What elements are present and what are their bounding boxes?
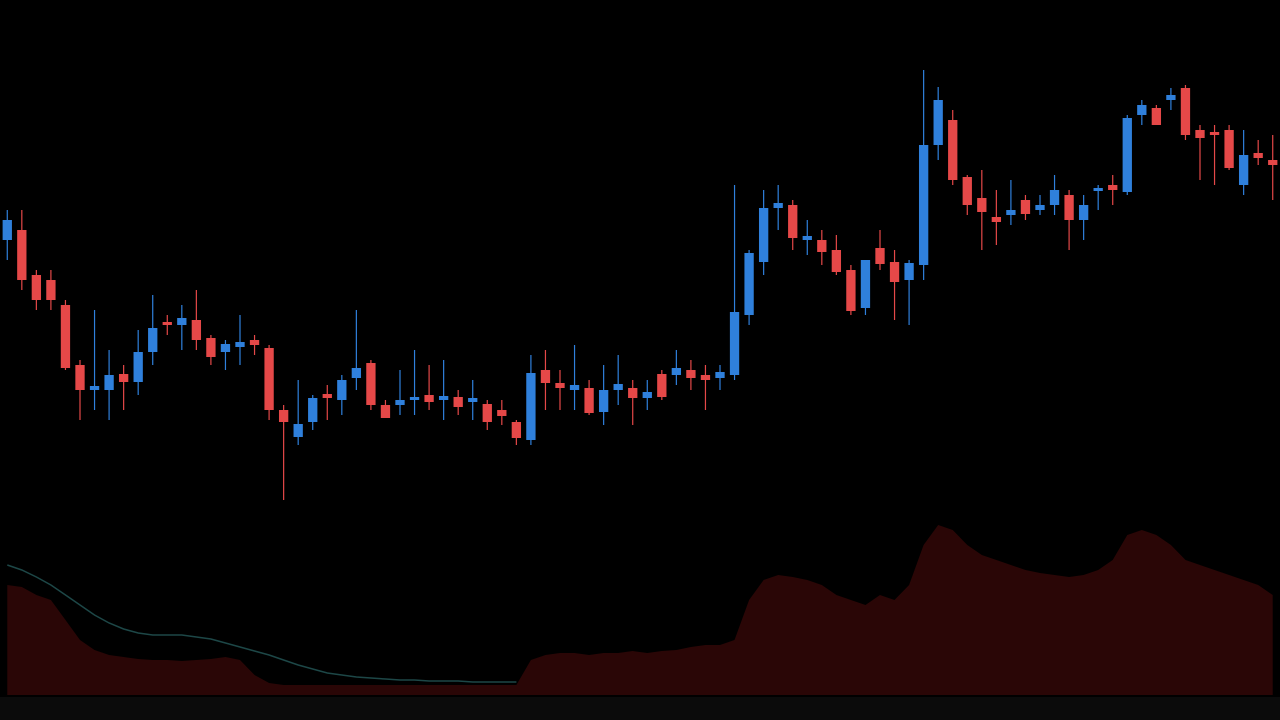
candle-body: [613, 384, 623, 390]
candle-body: [1108, 185, 1118, 190]
candle-body: [220, 344, 231, 352]
candle-body: [1268, 160, 1278, 165]
candle-body: [1195, 130, 1205, 138]
candle-body: [977, 198, 987, 212]
candle-body: [1078, 205, 1089, 220]
candle-body: [584, 388, 594, 413]
candle-body: [2, 220, 12, 240]
candle-body: [1006, 210, 1016, 215]
candle-body: [657, 374, 667, 397]
candle-body: [1253, 153, 1263, 158]
candle-body: [788, 205, 798, 238]
candle-body: [642, 392, 652, 398]
candle-body: [715, 372, 725, 378]
candle-body: [89, 386, 100, 390]
candle-body: [889, 262, 900, 282]
candle-body: [773, 203, 783, 208]
candle-body: [366, 363, 376, 405]
candle-body: [438, 396, 449, 400]
candle-body: [1064, 195, 1074, 220]
candle-body: [337, 380, 347, 400]
candle-body: [744, 253, 754, 315]
candle-body: [918, 145, 929, 265]
candle-body: [555, 383, 565, 388]
candle-body: [802, 236, 812, 240]
candle-body: [628, 388, 638, 398]
candle-body: [511, 422, 522, 438]
candle-body: [162, 322, 172, 325]
candle-body: [1137, 105, 1147, 115]
candle-body: [497, 410, 507, 416]
candle-body: [1224, 130, 1234, 168]
candle-body: [1166, 95, 1176, 100]
candle-body: [308, 398, 318, 422]
candle-body: [133, 352, 143, 382]
candle-body: [31, 275, 42, 300]
candle-body: [60, 305, 71, 368]
candle-body: [118, 374, 129, 382]
candle-body: [264, 348, 274, 410]
candle-body: [293, 424, 303, 437]
candle-body: [991, 217, 1002, 222]
candle-body: [395, 400, 405, 405]
candle-body: [1093, 188, 1103, 191]
candle-body: [235, 342, 245, 347]
candle-body: [686, 370, 696, 378]
candle-body: [75, 365, 85, 390]
candle-body: [249, 340, 260, 345]
candle-body: [468, 398, 478, 402]
candle-body: [831, 250, 842, 272]
candle-body: [904, 263, 914, 280]
candle-body: [875, 248, 885, 264]
candle-body: [671, 368, 682, 375]
volume-area: [7, 525, 1273, 695]
candle-body: [409, 397, 420, 400]
candle-body: [1020, 200, 1031, 214]
candle-body: [1151, 108, 1162, 125]
candle-body: [700, 375, 711, 380]
candle-body: [177, 318, 187, 325]
candle-body: [860, 260, 871, 308]
candle-body: [569, 385, 580, 390]
candle-body: [526, 373, 536, 440]
candle-body: [351, 368, 362, 378]
bottom-strip: [0, 697, 1280, 720]
candle-body: [962, 177, 972, 205]
candle-body: [46, 280, 56, 300]
candle-body: [1035, 205, 1045, 210]
candle-body: [1049, 190, 1060, 205]
candle-body: [846, 270, 856, 311]
candle-body: [598, 390, 609, 412]
candle-body: [1122, 118, 1132, 192]
candle-body: [1238, 155, 1249, 185]
candle-body: [424, 395, 434, 402]
candle-body: [278, 410, 289, 422]
candle-body: [17, 230, 27, 280]
candle-body: [322, 394, 332, 398]
candle-body: [817, 240, 827, 252]
candle-body: [482, 404, 492, 422]
volume-ma-line: [7, 564, 517, 683]
candle-body: [1209, 132, 1220, 135]
candle-body: [758, 208, 769, 262]
candle-body: [933, 100, 943, 145]
candle-body: [948, 120, 958, 180]
candle-body: [1180, 88, 1191, 135]
candle-body: [148, 328, 158, 352]
candle-body: [540, 370, 551, 383]
candle-body: [206, 338, 216, 357]
candle-body: [191, 320, 202, 340]
candle-body: [104, 375, 114, 390]
candle-body: [729, 312, 740, 375]
candle-body: [453, 397, 463, 407]
candle-body: [380, 405, 391, 418]
